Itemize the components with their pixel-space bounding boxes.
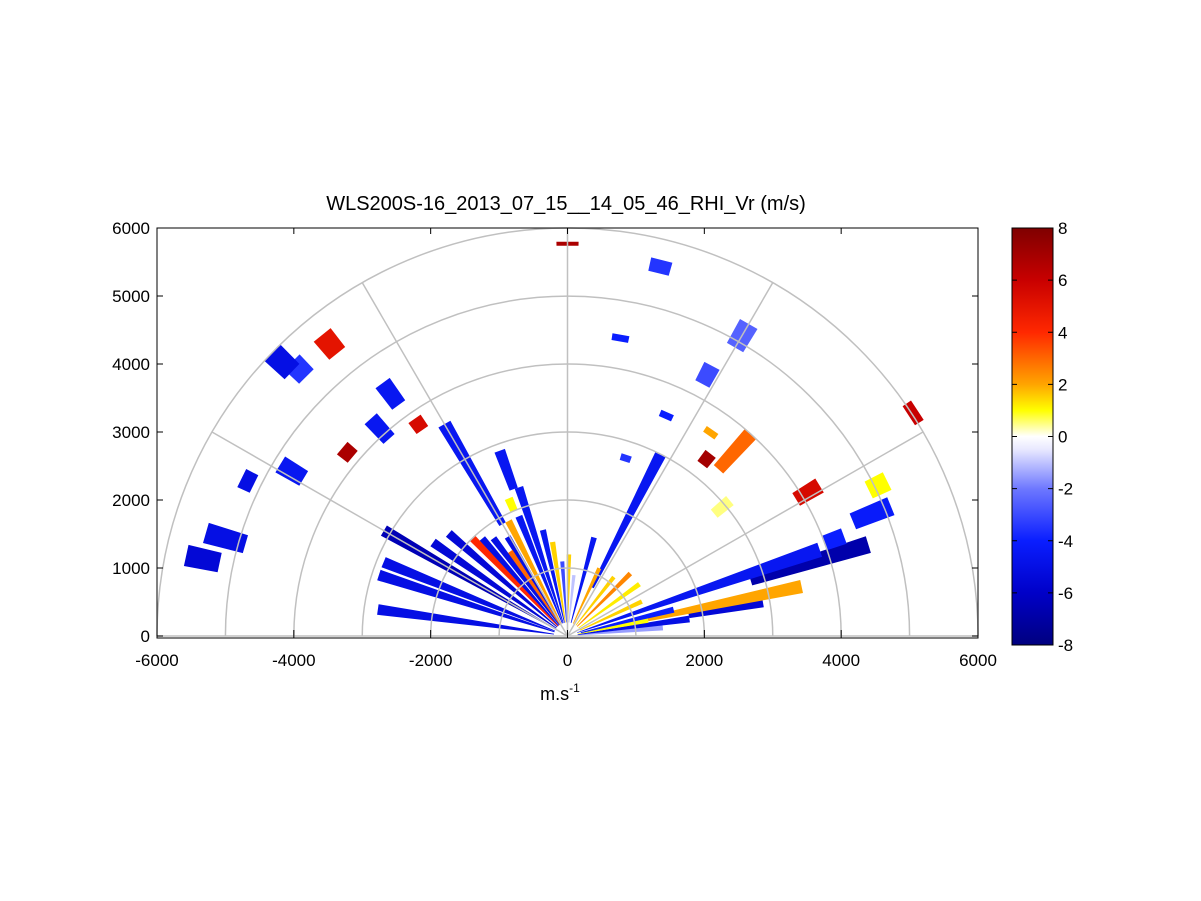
gate-58 [237, 469, 259, 493]
gate-62 [183, 544, 222, 573]
gate-46 [490, 536, 560, 626]
gate-12 [792, 478, 824, 506]
x-axis-label: m.s-1 [540, 681, 580, 704]
x-tick-label: 4000 [822, 651, 860, 670]
gate-28 [648, 257, 673, 276]
y-tick-label: 0 [141, 627, 150, 646]
y-tick-label: 6000 [112, 219, 150, 238]
gate-48 [479, 536, 559, 626]
x-tick-label: 2000 [685, 651, 723, 670]
gate-27 [570, 536, 597, 623]
gate-44 [408, 414, 429, 434]
gate-40 [505, 519, 562, 625]
colorbar-tick-label: -6 [1058, 584, 1073, 603]
gate-24 [572, 567, 602, 624]
gate-55 [430, 538, 557, 629]
radial-line-150 [211, 431, 568, 637]
colorbar-tick-label: 0 [1058, 428, 1067, 447]
gate-29 [611, 333, 630, 343]
plot-area: -6000 -4000 -2000 0 2000 4000 6000 0 1000 2000 30… [112, 219, 997, 670]
gate-17 [713, 428, 757, 474]
x-axis-label-text: m.s [540, 684, 569, 704]
x-tick-label: -4000 [272, 651, 315, 670]
gate-43 [507, 549, 561, 625]
gate-38 [515, 514, 563, 624]
gate-30 [568, 575, 576, 623]
gate-35 [539, 529, 565, 623]
gate-59 [381, 557, 555, 632]
radial-line-120 [361, 282, 569, 637]
gate-14 [578, 582, 641, 629]
x-tick-label: -2000 [409, 651, 452, 670]
gate-63 [377, 604, 554, 635]
gate-23 [591, 451, 666, 589]
gate-18 [697, 449, 716, 469]
colorbar-ticks: 8 6 4 2 0 -2 -4 -6 -8 [1012, 219, 1073, 655]
gate-25 [658, 409, 674, 422]
radial-line-60 [566, 282, 774, 637]
gate-19 [575, 575, 616, 626]
gate-4 [647, 580, 803, 622]
gate-26 [619, 453, 632, 463]
gate-20 [703, 426, 719, 440]
colorbar-tick-label: 2 [1058, 375, 1067, 394]
gate-45 [375, 377, 406, 410]
colorbar-tick-label: -8 [1058, 636, 1073, 655]
gate-15 [710, 496, 734, 518]
gate-6 [749, 536, 871, 586]
y-tick-label: 2000 [112, 491, 150, 510]
gate-3 [577, 618, 649, 635]
y-tick-label: 1000 [112, 559, 150, 578]
gate-22 [695, 361, 720, 388]
colorbar-tick-label: -2 [1058, 480, 1073, 499]
gate-50 [469, 535, 559, 627]
gate-8 [821, 528, 847, 551]
gate-54 [336, 441, 358, 463]
colorbar-tick-label: 4 [1058, 323, 1067, 342]
gate-52 [264, 344, 300, 380]
gate-51 [284, 354, 314, 384]
gate-60 [377, 569, 555, 633]
gate-39 [504, 496, 518, 513]
gate-7 [577, 542, 823, 633]
gate-10 [579, 599, 643, 631]
x-axis-ticks: -6000 -4000 -2000 0 2000 4000 6000 [135, 228, 997, 670]
gate-34 [549, 541, 566, 623]
gate-1 [577, 615, 690, 635]
gate-47 [313, 328, 346, 360]
x-tick-label: 6000 [959, 651, 997, 670]
gate-56 [275, 456, 309, 486]
y-tick-label: 5000 [112, 287, 150, 306]
gate-42 [504, 535, 561, 625]
x-tick-label: -6000 [135, 651, 178, 670]
gate-16 [576, 571, 633, 627]
gate-36 [514, 486, 564, 624]
velocity-gates [183, 241, 924, 636]
radial-line-30 [567, 431, 924, 637]
gate-61 [203, 522, 248, 554]
x-axis-label-superscript: -1 [569, 681, 580, 695]
gate-33 [560, 561, 567, 623]
colorbar-tick-label: 8 [1058, 219, 1067, 238]
colorbar: 8 6 4 2 0 -2 -4 -6 -8 [1011, 219, 1073, 655]
colorbar-tick-label: -4 [1058, 532, 1073, 551]
y-tick-label: 4000 [112, 355, 150, 374]
chart-title: WLS200S-16_2013_07_15__14_05_46_RHI_Vr (… [326, 193, 806, 215]
y-tick-label: 3000 [112, 423, 150, 442]
colorbar-gradient [1012, 228, 1053, 645]
x-tick-label: 0 [563, 651, 572, 670]
gate-53 [445, 530, 558, 628]
colorbar-tick-label: 6 [1058, 271, 1067, 290]
gate-49 [364, 413, 395, 444]
y-axis-ticks: 0 1000 2000 3000 4000 5000 6000 [112, 219, 978, 646]
gate-5 [580, 606, 675, 634]
gate-37 [494, 448, 518, 491]
